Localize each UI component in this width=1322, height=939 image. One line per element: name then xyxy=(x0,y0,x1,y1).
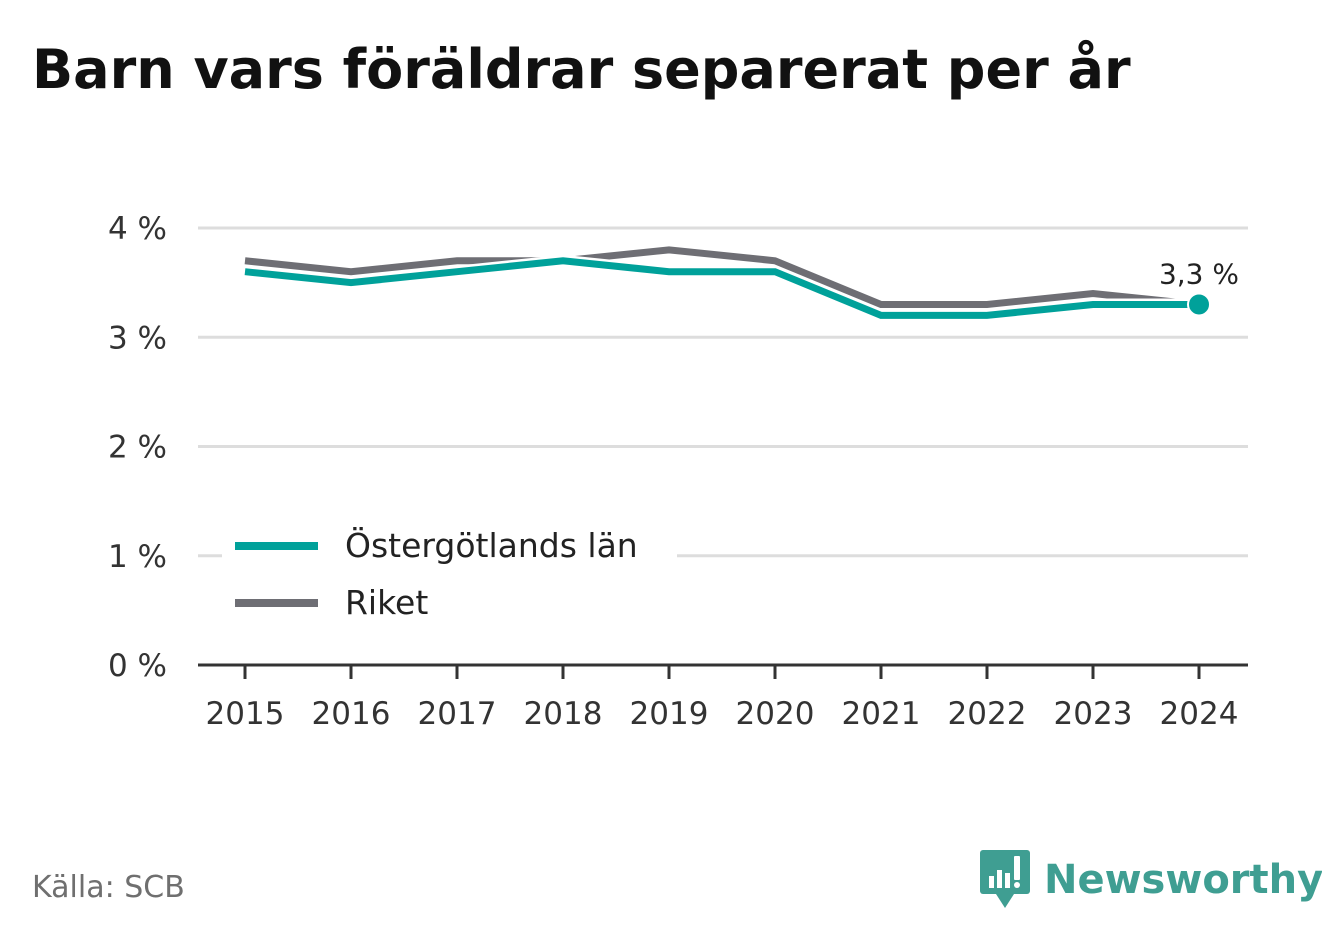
x-tick-label: 2016 xyxy=(312,696,391,732)
brand: Newsworthy xyxy=(980,850,1322,910)
brand-name: Newsworthy xyxy=(1044,857,1322,903)
x-tick-label: 2020 xyxy=(736,696,815,732)
legend-label: Riket xyxy=(345,583,428,622)
x-tick-label: 2015 xyxy=(206,696,285,732)
y-tick-label: 2 % xyxy=(108,430,167,466)
y-tick-label: 1 % xyxy=(108,539,167,575)
end-point-label: 3,3 % xyxy=(1159,257,1239,290)
x-tick-label: 2022 xyxy=(948,696,1027,732)
end-point-marker xyxy=(1188,293,1210,315)
x-tick-label: 2019 xyxy=(630,696,709,732)
x-tick-label: 2021 xyxy=(842,696,921,732)
y-tick-label: 4 % xyxy=(108,211,167,247)
line-chart: 0 % 1 % 2 % 3 % 4 % 2015 2016 2017 2018 2019 2020 2… xyxy=(0,0,1322,800)
x-tick-label: 2024 xyxy=(1160,696,1239,732)
x-tick-label: 2017 xyxy=(418,696,497,732)
x-tick-label: 2023 xyxy=(1054,696,1133,732)
y-tick-label: 3 % xyxy=(108,320,167,356)
source-note: Källa: SCB xyxy=(32,870,185,905)
x-tick-label: 2018 xyxy=(524,696,603,732)
y-tick-label: 0 % xyxy=(108,648,167,684)
legend-label: Östergötlands län xyxy=(345,525,638,565)
newsworthy-chart-icon xyxy=(980,850,1030,910)
